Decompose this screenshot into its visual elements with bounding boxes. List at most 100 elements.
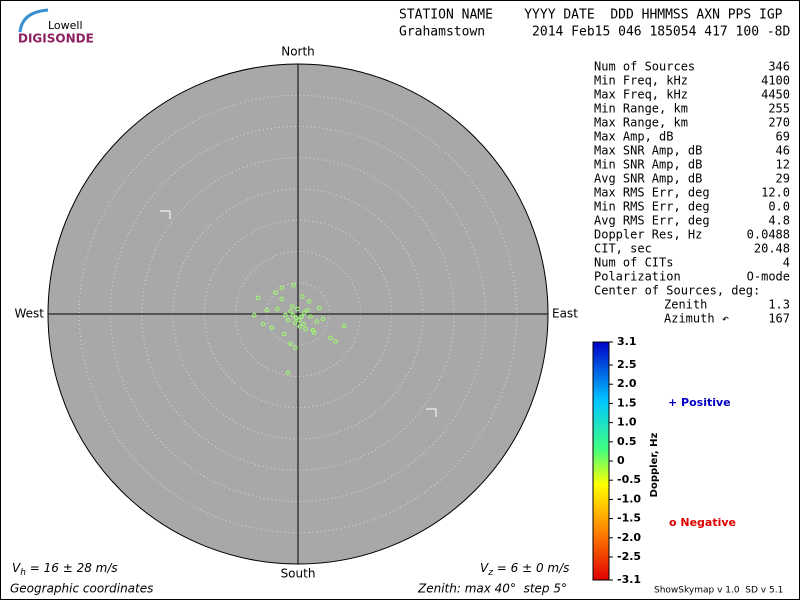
marker (160, 210, 171, 219)
source-point (281, 331, 287, 337)
stat-value: 4450 (761, 88, 790, 102)
stat-label: Azimuth ↶ (664, 312, 729, 326)
source-point (316, 305, 322, 311)
stats-table: Num of Sources 346 Min Freq, kHz 4100 Max Fr… (594, 60, 790, 326)
stat-label: Max RMS Err, deg (594, 186, 710, 200)
source-point (285, 317, 291, 323)
stat-label: Zenith (664, 298, 707, 312)
source-point (279, 285, 285, 291)
source-point (308, 314, 313, 319)
stat-value: 12.0 (761, 186, 790, 200)
colorbar-tick-label: 0 (617, 454, 625, 467)
source-point (288, 341, 293, 347)
source-point (273, 290, 278, 296)
coords: Geographic coordinates (10, 582, 153, 596)
stat-value: 46 (776, 144, 790, 158)
stat-label: Polarization (594, 270, 681, 284)
stat-label: Num of CITs (594, 256, 673, 270)
source-point (306, 299, 312, 304)
direction-label: North (281, 45, 315, 59)
logo-bottom: DIGISONDE (18, 32, 94, 46)
stat-label: Min SNR Amp, dB (594, 158, 702, 172)
stat-label: Max SNR Amp, dB (594, 144, 702, 158)
source-point (297, 324, 303, 329)
stat-label: Max Freq, kHz (594, 88, 688, 102)
colorbar-tick-label: 1.5 (617, 396, 637, 409)
direction-label: South (281, 567, 316, 581)
colorbar-tick-label: -1.0 (617, 492, 641, 505)
stat-value: 29 (776, 172, 790, 186)
legend-negative: o Negative (669, 516, 736, 529)
logo-top: Lowell (48, 19, 83, 32)
source-point (299, 314, 305, 319)
source-point (293, 315, 299, 321)
source-point (295, 306, 300, 312)
colorbar-tick-label: -3.1 (617, 573, 641, 586)
source-point (260, 321, 266, 327)
source-point (301, 321, 306, 327)
source-point (301, 310, 307, 316)
stat-value: 4100 (761, 74, 790, 88)
colorbar-ticks: 3.1 2.5 2.0 1.5 1.0 0.5 0 -0.5 -1.0 -1.5 -2.0 -2.5 -… (609, 335, 641, 586)
stat-value: 1.3 (768, 298, 790, 312)
source-point (288, 309, 293, 314)
colorbar-tick-label: -0.5 (617, 473, 641, 486)
direction-label: West (14, 307, 44, 321)
stat-label: Avg SNR Amp, dB (594, 172, 702, 186)
stat-value: 4.8 (768, 214, 790, 228)
source-point (320, 316, 326, 322)
source-point (291, 282, 296, 288)
stat-value: O-mode (747, 270, 790, 284)
vh: Vh = 16 ± 28 m/s (12, 561, 118, 578)
source-point (303, 326, 308, 332)
colorbar-title: Doppler, Hz (649, 433, 660, 498)
stat-value: 0.0488 (747, 228, 790, 242)
vz: Vz = 6 ± 0 m/s (480, 561, 569, 578)
source-point (333, 339, 338, 344)
header-columns: STATION NAME YYYY DATE DDD HHMMSS AXN PP… (399, 8, 783, 23)
stat-value: 4 (783, 256, 790, 270)
stat-label: Max Range, km (594, 116, 688, 130)
source-point (341, 323, 347, 329)
source-point (293, 345, 298, 351)
source-point (328, 335, 333, 341)
stat-label: Min Range, km (594, 102, 688, 116)
stat-label: Num of Sources (594, 60, 695, 74)
colorbar (592, 341, 610, 581)
source-point (285, 370, 291, 376)
source-point (264, 307, 270, 313)
colorbar-tick-label: 0.5 (617, 435, 637, 448)
stat-value: 69 (776, 130, 790, 144)
source-point (255, 295, 261, 301)
stat-label: Min Freq, kHz (594, 74, 688, 88)
stat-value: 255 (768, 102, 790, 116)
colorbar-tick-label: 1.0 (617, 416, 637, 429)
skymap-plot: North South West East (14, 45, 578, 581)
stat-label: Min RMS Err, deg (594, 200, 710, 214)
source-point (275, 306, 280, 312)
legend-positive: + Positive (668, 396, 731, 409)
stat-value: 346 (768, 60, 790, 74)
marker (426, 408, 437, 417)
colorbar-tick-label: 3.1 (617, 335, 637, 348)
stat-label: Center of Sources, deg: (594, 284, 760, 298)
stat-label: Avg RMS Err, deg (594, 214, 710, 228)
stat-label: CIT, sec (594, 242, 652, 256)
colorbar-tick-label: 2.5 (617, 358, 637, 371)
header-values: Grahamstown 2014 Feb15 046 185054 417 10… (399, 25, 791, 40)
stat-value: 12 (776, 158, 790, 172)
colorbar-tick-label: 2.0 (617, 377, 637, 390)
source-point (290, 304, 295, 309)
direction-label: East (552, 307, 578, 321)
stat-value: 0.0 (768, 200, 790, 214)
source-point (300, 294, 305, 299)
source-point (305, 307, 310, 313)
source-point (269, 325, 275, 331)
source-point (311, 330, 317, 336)
stat-label: Max Amp, dB (594, 130, 673, 144)
source-point (314, 319, 320, 324)
source-point (283, 312, 288, 318)
source-point (279, 296, 285, 302)
colorbar-tick-label: -1.5 (617, 512, 641, 525)
